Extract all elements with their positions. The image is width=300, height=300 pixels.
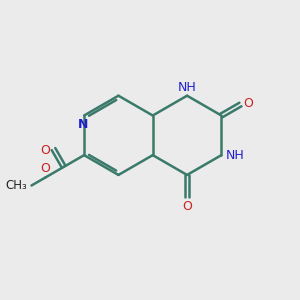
- Text: NH: NH: [178, 81, 196, 94]
- Text: O: O: [243, 97, 253, 110]
- Text: O: O: [40, 162, 50, 175]
- Text: CH₃: CH₃: [5, 179, 27, 192]
- Text: NH: NH: [226, 148, 244, 162]
- Text: N: N: [77, 118, 88, 131]
- Text: O: O: [41, 144, 51, 157]
- Text: O: O: [182, 200, 192, 213]
